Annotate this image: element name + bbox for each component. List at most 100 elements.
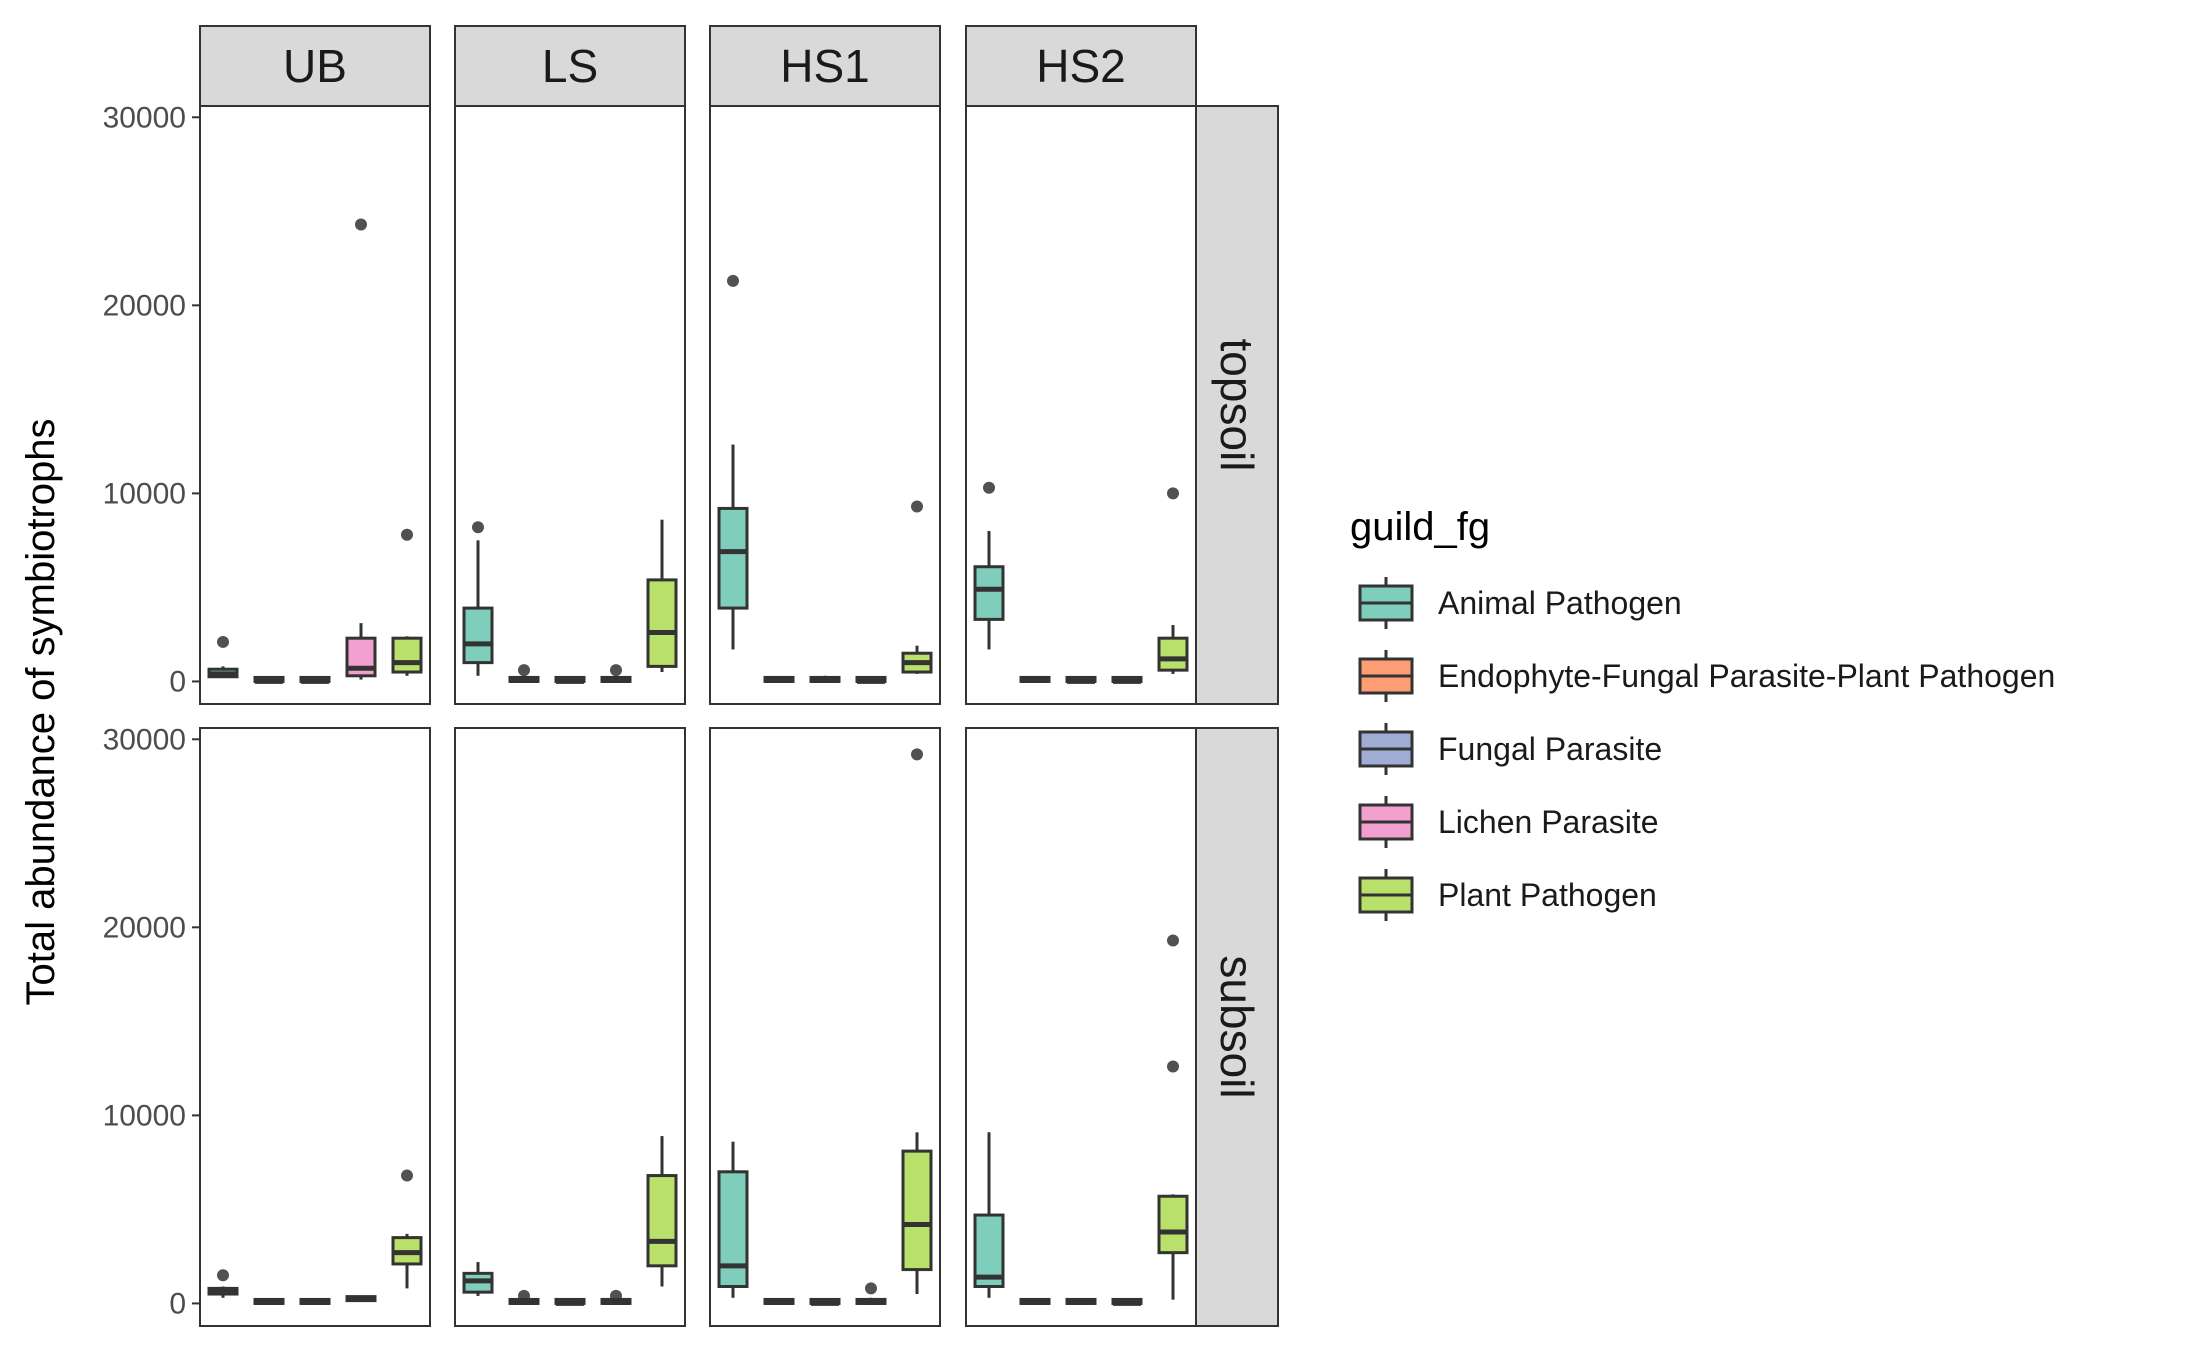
box-plant-pathogen <box>391 528 423 676</box>
box-animal-pathogen <box>207 635 239 679</box>
y-tick-label: 20000 <box>103 911 186 944</box>
outlier-point <box>217 635 229 648</box>
col-strip-hs2: HS2 <box>965 25 1197 107</box>
y-axis-title: Total abundance of symbiotrophs <box>19 418 63 1005</box>
col-strip-bg <box>454 25 686 107</box>
box-body <box>646 578 678 668</box>
box-animal-pathogen <box>462 521 494 676</box>
box-lichen-parasite <box>1111 1297 1143 1306</box>
y-axis-topsoil: 0 10000 20000 30000 <box>103 101 200 698</box>
box-body <box>391 636 423 674</box>
box-lichen-parasite <box>855 1282 887 1305</box>
col-strip-label: HS2 <box>1036 40 1125 92</box>
col-strip-label: HS1 <box>780 40 869 92</box>
outlier-point <box>472 521 484 534</box>
outlier-point <box>217 1269 229 1282</box>
y-tick-label: 30000 <box>103 101 186 134</box>
legend-label: Fungal Parasite <box>1438 731 1662 767</box>
legend-label: Plant Pathogen <box>1438 877 1657 913</box>
col-strip-label: UB <box>283 40 347 92</box>
box-plant-pathogen <box>1157 934 1189 1300</box>
panel-subsoil-hs1 <box>709 727 941 1327</box>
box-plant-pathogen <box>1157 487 1189 674</box>
outlier-point <box>610 664 622 677</box>
outlier-point <box>1167 487 1179 500</box>
outlier-point <box>1167 1060 1179 1073</box>
box-lichen-parasite <box>345 218 377 680</box>
box-endophyte-fungal-parasite-plant-pathogen <box>1019 1297 1051 1305</box>
box-endophyte-fungal-parasite-plant-pathogen <box>253 675 285 684</box>
box-animal-pathogen <box>462 1262 494 1296</box>
panel-topsoil-ls <box>454 105 686 705</box>
y-tick-label: 0 <box>169 1287 186 1320</box>
panel-border <box>199 105 431 705</box>
box-fungal-parasite <box>1065 1297 1097 1305</box>
legend-item-animal-pathogen: Animal Pathogen <box>1358 577 1682 629</box>
box-fungal-parasite <box>1065 675 1097 684</box>
panel-topsoil-hs1 <box>709 105 941 705</box>
panel-topsoil-hs2 <box>965 105 1197 705</box>
box-lichen-parasite <box>1111 675 1143 684</box>
box-body <box>1157 1194 1189 1255</box>
facet-panels: UB LS HS1 HS2 topsoil subsoil 0 10000 20000 30000… <box>103 25 1279 1327</box>
box-body <box>717 1170 749 1289</box>
box-lichen-parasite <box>600 664 632 683</box>
box-body <box>901 1149 933 1272</box>
outlier-point <box>911 500 923 513</box>
panel-subsoil-ub <box>199 727 431 1327</box>
box-body <box>646 1174 678 1268</box>
box-endophyte-fungal-parasite-plant-pathogen <box>1019 675 1051 683</box>
outlier-point <box>518 1289 530 1302</box>
box-body <box>1157 636 1189 672</box>
box-endophyte-fungal-parasite-plant-pathogen <box>508 664 540 683</box>
box-body <box>717 506 749 610</box>
outlier-point <box>1167 934 1179 947</box>
outlier-point <box>983 481 995 494</box>
box-lichen-parasite <box>600 1289 632 1305</box>
y-tick-label: 10000 <box>103 477 186 510</box>
box-animal-pathogen <box>973 1132 1005 1298</box>
box-endophyte-fungal-parasite-plant-pathogen <box>763 1297 795 1305</box>
box-lichen-parasite <box>855 675 887 684</box>
y-axis-subsoil: 0 10000 20000 30000 <box>103 723 200 1320</box>
col-strip-ls: LS <box>454 25 686 107</box>
box-plant-pathogen <box>901 748 933 1295</box>
legend-label: Lichen Parasite <box>1438 804 1659 840</box>
panel-border <box>709 105 941 705</box>
y-tick-label: 0 <box>169 665 186 698</box>
y-tick-label: 10000 <box>103 1099 186 1132</box>
outlier-point <box>865 1282 877 1295</box>
box-body <box>973 1213 1005 1289</box>
outlier-point <box>401 1169 413 1182</box>
box-plant-pathogen <box>646 519 678 673</box>
outlier-point <box>518 664 530 677</box>
legend-item-lichen-parasite: Lichen Parasite <box>1358 796 1659 848</box>
box-animal-pathogen <box>207 1269 239 1298</box>
col-strip-hs1: HS1 <box>709 25 941 107</box>
box-animal-pathogen <box>717 1141 749 1298</box>
y-tick-label: 20000 <box>103 289 186 322</box>
y-tick-label: 30000 <box>103 723 186 756</box>
box-plant-pathogen <box>391 1169 423 1289</box>
row-strip-topsoil: topsoil <box>1195 105 1279 705</box>
outlier-point <box>727 274 739 287</box>
box-fungal-parasite <box>299 1297 331 1305</box>
legend-title: guild_fg <box>1350 505 1490 549</box>
panel-subsoil-hs2 <box>965 727 1197 1327</box>
box-fungal-parasite <box>299 675 331 684</box>
box-endophyte-fungal-parasite-plant-pathogen <box>508 1289 540 1305</box>
box-plant-pathogen <box>646 1136 678 1287</box>
col-strip-bg <box>199 25 431 107</box>
box-fungal-parasite <box>809 1297 841 1306</box>
box-endophyte-fungal-parasite-plant-pathogen <box>763 675 795 683</box>
row-strip-bg <box>1195 105 1279 705</box>
box-fungal-parasite <box>554 1297 586 1306</box>
box-fungal-parasite <box>809 675 841 683</box>
row-strip-label: topsoil <box>1211 339 1263 472</box>
legend-label: Animal Pathogen <box>1438 585 1682 621</box>
legend: guild_fg Animal Pathogen Endophyte-Fungal… <box>1350 505 2055 921</box>
box-fungal-parasite <box>554 675 586 684</box>
row-strip-bg <box>1195 727 1279 1327</box>
panel-border <box>454 727 686 1327</box>
